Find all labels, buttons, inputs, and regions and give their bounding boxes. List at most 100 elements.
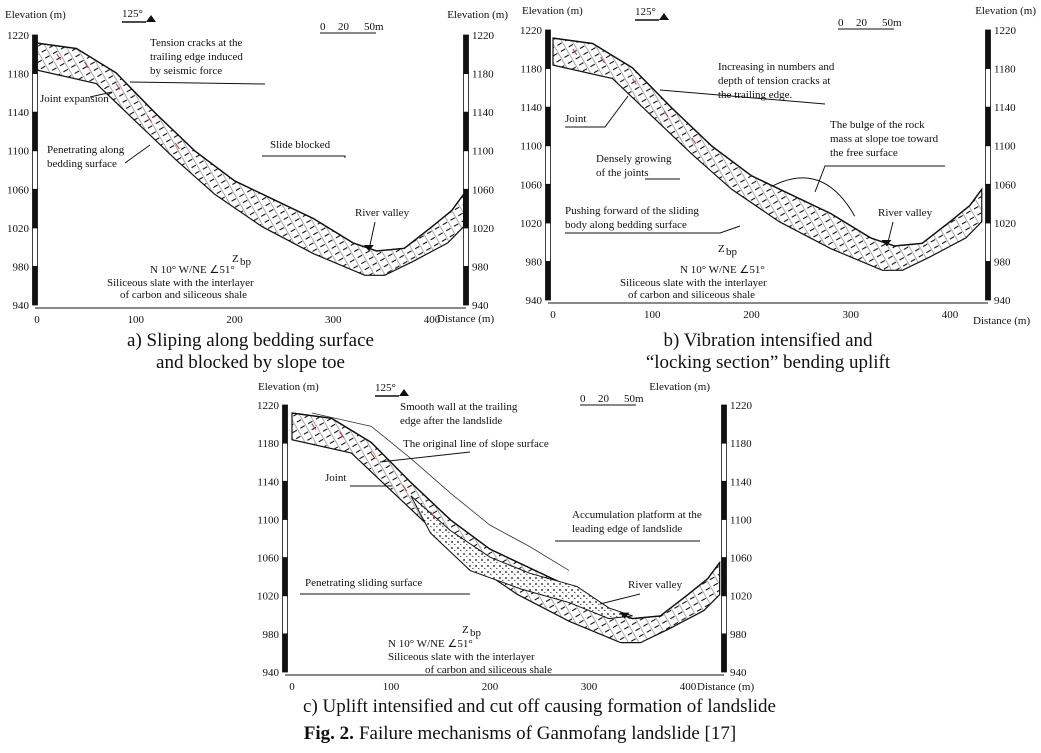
panel-caption: b) Vibration intensified and [663,330,873,351]
axis-scale-segment [722,634,727,672]
lithology: Siliceous slate with the interlayer [388,651,535,663]
axis-scale-segment [33,266,38,305]
scale-label: 0 [838,17,844,29]
orientation: 125° [122,8,143,20]
y-tick-label: 1180 [994,64,1016,76]
x-tick-label: 200 [743,309,760,321]
x-tick-label: 200 [226,314,243,326]
axis-scale-segment [546,223,551,262]
axis-label-right: Elevation (m) [649,381,710,393]
annotation: The original line of slope surface [403,438,549,450]
annotation: Slide blocked [270,139,331,151]
y-tick-label: 980 [994,256,1011,268]
axis-scale-segment [283,443,288,481]
annotation: bedding surface [47,158,117,170]
x-tick-label: 100 [644,309,661,321]
panel-caption: and blocked by slope toe [156,352,345,373]
y-tick-label: 1100 [730,514,752,526]
annotation: body along bedding surface [565,219,687,231]
y-tick-label: 1100 [994,141,1016,153]
x-tick-label: 300 [843,309,860,321]
axis-label-left: Elevation (m) [258,381,319,393]
y-tick-label: 980 [526,256,543,268]
y-tick-label: 1220 [994,25,1017,37]
annotation: the free surface [830,147,898,159]
axis-scale-segment [986,107,991,146]
x-tick-label: 0 [550,309,556,321]
axis-scale-segment [546,107,551,146]
x-tick-label: 200 [482,681,499,693]
y-tick-label: 1020 [994,218,1017,230]
axis-scale-segment [283,596,288,634]
scale-label: 20 [338,21,350,33]
axis-scale-segment [464,151,469,190]
axis-scale-segment [464,112,469,151]
y-tick-label: 1100 [257,514,279,526]
formation-subscript: bp [240,256,252,268]
y-tick-label: 1020 [7,223,30,235]
axis-scale-segment [464,228,469,267]
y-tick-label: 980 [472,261,489,273]
scale-label: 20 [598,393,610,405]
axis-scale-segment [546,146,551,185]
panel-caption: a) Sliping along bedding surface [127,330,374,351]
y-tick-label: 1060 [257,553,280,565]
axis-scale-segment [283,405,288,443]
formation-attitude: N 10° W/NE ∠51° [150,264,235,276]
y-tick-label: 1220 [7,30,30,42]
axis-scale-segment [33,74,38,113]
axis-scale-segment [986,261,991,300]
axis-scale-segment [722,481,727,519]
y-tick-label: 1140 [520,102,542,114]
y-tick-label: 1060 [520,179,543,191]
y-tick-label: 940 [472,300,489,312]
axis-scale-segment [283,634,288,672]
axis-scale-segment [546,30,551,69]
y-tick-label: 1220 [520,25,543,37]
y-tick-label: 1140 [7,107,29,119]
axis-scale-segment [464,74,469,113]
formation-symbol: Z [718,243,725,255]
axis-scale-segment [33,228,38,267]
annotation: by seismic force [150,65,222,77]
x-tick-label: 0 [289,681,295,693]
leader-line [815,166,945,192]
y-tick-label: 980 [730,629,747,641]
axis-scale-segment [546,69,551,108]
y-tick-label: 1220 [257,400,280,412]
panel-caption: “locking section” bending uplift [646,352,891,373]
axis-scale-segment [546,184,551,223]
formation-subscript: bp [726,246,738,258]
axis-label-left: Elevation (m) [5,9,66,21]
annotation: Accumulation platform at the [572,509,702,521]
lithology: of carbon and siliceous shale [628,289,755,301]
axis-scale-segment [986,184,991,223]
y-tick-label: 1180 [7,69,29,81]
x-tick-label: 300 [325,314,342,326]
panel-caption: c) Uplift intensified and cut off causin… [303,696,776,717]
axis-scale-segment [283,558,288,596]
y-tick-label: 980 [263,629,280,641]
y-tick-label: 1180 [520,64,542,76]
annotation: the trailing edge. [718,89,792,101]
y-tick-label: 1020 [472,223,495,235]
axis-scale-segment [464,266,469,305]
axis-scale-segment [33,112,38,151]
annotation: mass at slope toe toward [830,133,939,145]
leader-line [887,222,893,246]
lithology: Siliceous slate with the interlayer [107,277,254,289]
scale-label: 50m [624,393,644,405]
axis-scale-segment [33,189,38,228]
leader-line [600,594,640,604]
y-tick-label: 1020 [257,591,280,603]
annotation: River valley [878,207,933,219]
axis-scale-segment [722,405,727,443]
x-tick-label: 100 [128,314,145,326]
x-axis-label: Distance (m) [697,681,754,693]
axis-scale-segment [722,443,727,481]
leader-line [125,145,150,163]
annotation: leading edge of landslide [572,523,682,535]
axis-scale-segment [33,35,38,74]
x-tick-label: 400 [680,681,697,693]
x-tick-label: 0 [34,314,40,326]
